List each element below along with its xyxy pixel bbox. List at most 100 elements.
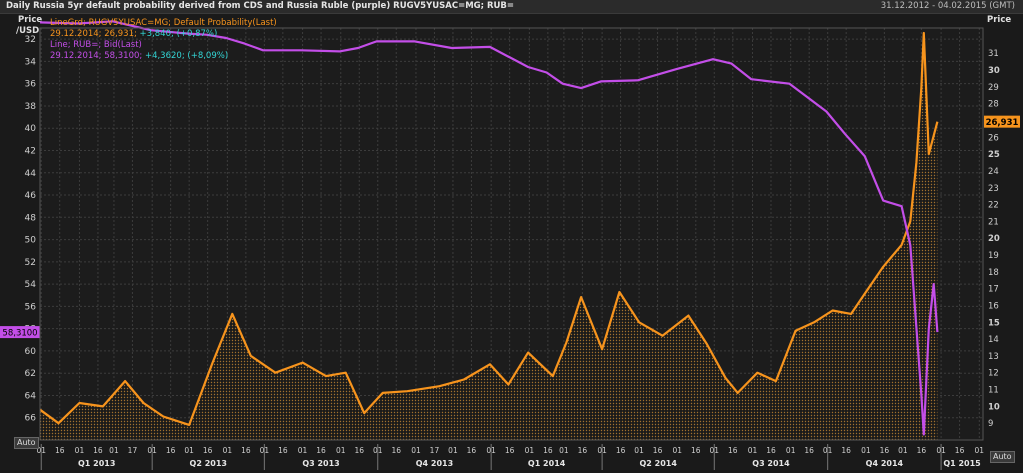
x-tick-day: 16	[55, 446, 65, 455]
x-tick-day: 16	[616, 446, 626, 455]
left-tick-label: 54	[25, 280, 37, 290]
left-axis-title: Price	[18, 15, 42, 25]
x-tick-day: 01	[975, 446, 985, 455]
left-tick-label: 52	[25, 258, 36, 268]
chart-title: Daily Russia 5yr default probability der…	[6, 1, 515, 11]
left-tick-label: 46	[25, 191, 37, 201]
right-tick-label: 16	[988, 301, 999, 311]
right-tick-label: 18	[988, 268, 999, 278]
x-tick-day: 16	[728, 446, 738, 455]
right-tick-label: 12	[988, 369, 999, 379]
right-tick-label: 30	[988, 66, 1000, 76]
chart-canvas[interactable]: 3234363840424446485052545658606264669101…	[0, 14, 1023, 473]
x-tick-day: 01	[673, 446, 683, 455]
auto-scale-left-button[interactable]: Auto	[14, 437, 39, 449]
x-tick-day: 16	[467, 446, 477, 455]
right-axis-title: Price	[987, 15, 1011, 25]
right-tick-label: 28	[988, 100, 999, 110]
left-tick-label: 56	[25, 302, 37, 312]
x-tick-day: 01	[223, 446, 233, 455]
quarter-label: Q1 2015	[943, 459, 981, 468]
x-tick-day: 16	[505, 446, 515, 455]
legend-cds-last: 29.12.2014; 26,931;	[50, 29, 137, 39]
legend-rub-name: Line; RUB=; Bid(Last)	[50, 40, 142, 50]
legend-cds-change: +3,840; (+0,87%)	[139, 29, 218, 39]
right-tick-label: 31	[988, 49, 999, 59]
x-tick-day: 16	[93, 446, 103, 455]
quarter-label: Q2 2013	[190, 459, 227, 468]
cds-last-value: 26,931	[986, 118, 1019, 128]
quarter-label: Q2 2014	[639, 459, 677, 468]
x-tick-day: 16	[653, 446, 663, 455]
x-tick-day: 16	[166, 446, 176, 455]
left-tick-label: 40	[25, 124, 37, 134]
x-tick-day: 01	[634, 446, 644, 455]
right-tick-label: 22	[988, 201, 999, 211]
x-tick-day: 01	[448, 446, 458, 455]
left-tick-label: 50	[25, 236, 37, 246]
right-tick-label: 17	[988, 285, 999, 295]
quarter-label: Q3 2013	[302, 459, 339, 468]
x-tick-day: 17	[128, 446, 138, 455]
title-bar: Daily Russia 5yr default probability der…	[0, 0, 1023, 14]
x-tick-day: 16	[917, 446, 927, 455]
right-tick-label: 29	[988, 83, 999, 93]
x-tick-day: 16	[543, 446, 553, 455]
left-tick-label: 62	[25, 369, 36, 379]
date-range: 31.12.2012 - 04.02.2015 (GMT)	[880, 1, 1015, 11]
rub-last-badge	[0, 326, 40, 339]
left-tick-label: 38	[25, 102, 37, 112]
auto-scale-right-button[interactable]: Auto	[990, 451, 1015, 463]
left-axis-title-unit: /USD	[16, 26, 39, 36]
x-tick-day: 16	[804, 446, 814, 455]
left-tick-label: 48	[25, 213, 37, 223]
right-tick-label: 15	[988, 318, 1000, 328]
right-tick-label: 23	[988, 184, 999, 194]
legend: LineGrd; RUGV5YUSAC=MG; Default Probabil…	[50, 18, 277, 62]
legend-rub-values: 29.12.2014; 58,3100; +4,3620; (+8,09%)	[50, 51, 277, 62]
x-tick-day: 16	[316, 446, 326, 455]
right-tick-label: 9	[988, 419, 993, 429]
x-tick-day: 01	[861, 446, 871, 455]
right-tick-label: 14	[988, 335, 999, 345]
left-tick-label: 34	[25, 57, 37, 67]
x-tick-day: 16	[278, 446, 288, 455]
x-tick-day: 16	[955, 446, 965, 455]
cds-series-line[interactable]	[39, 31, 939, 426]
quarter-label: Q1 2013	[78, 459, 115, 468]
legend-rub-last: 29.12.2014; 58,3100;	[50, 51, 143, 61]
x-tick-day: 16	[241, 446, 251, 455]
x-tick-day: 01	[559, 446, 569, 455]
x-tick-day: 01	[75, 446, 85, 455]
legend-rub-change: +4,3620; (+8,09%)	[144, 51, 229, 61]
plot-frame	[39, 27, 984, 441]
left-tick-label: 60	[25, 347, 37, 357]
x-tick-day: 01	[184, 446, 194, 455]
left-tick-label: 42	[25, 146, 36, 156]
x-tick-day: 16	[841, 446, 851, 455]
left-tick-label: 66	[25, 414, 37, 424]
x-tick-day: 16	[391, 446, 401, 455]
x-tick-day: 16	[691, 446, 701, 455]
right-tick-label: 25	[988, 150, 1000, 160]
right-tick-label: 26	[988, 133, 999, 143]
x-tick-day: 16	[880, 446, 890, 455]
x-tick-day: 01	[298, 446, 308, 455]
x-tick-day: 16	[766, 446, 776, 455]
right-tick-label: 13	[988, 352, 999, 362]
quarter-label: Q4 2013	[416, 459, 453, 468]
rub-series-line[interactable]	[39, 20, 939, 436]
cds-area-fill	[40, 33, 938, 440]
right-tick-label: 21	[988, 217, 999, 227]
right-tick-label: 20	[988, 234, 1000, 244]
left-tick-label: 36	[25, 80, 37, 90]
x-tick-day: 01	[748, 446, 758, 455]
x-tick-day: 01	[336, 446, 346, 455]
x-tick-day: 01	[411, 446, 421, 455]
right-tick-label: 19	[988, 251, 999, 261]
left-tick-label: 64	[25, 391, 37, 401]
left-tick-label: 32	[25, 35, 36, 45]
x-tick-day: 01	[786, 446, 796, 455]
right-tick-label: 10	[988, 402, 1000, 412]
x-tick-day: 16	[203, 446, 213, 455]
